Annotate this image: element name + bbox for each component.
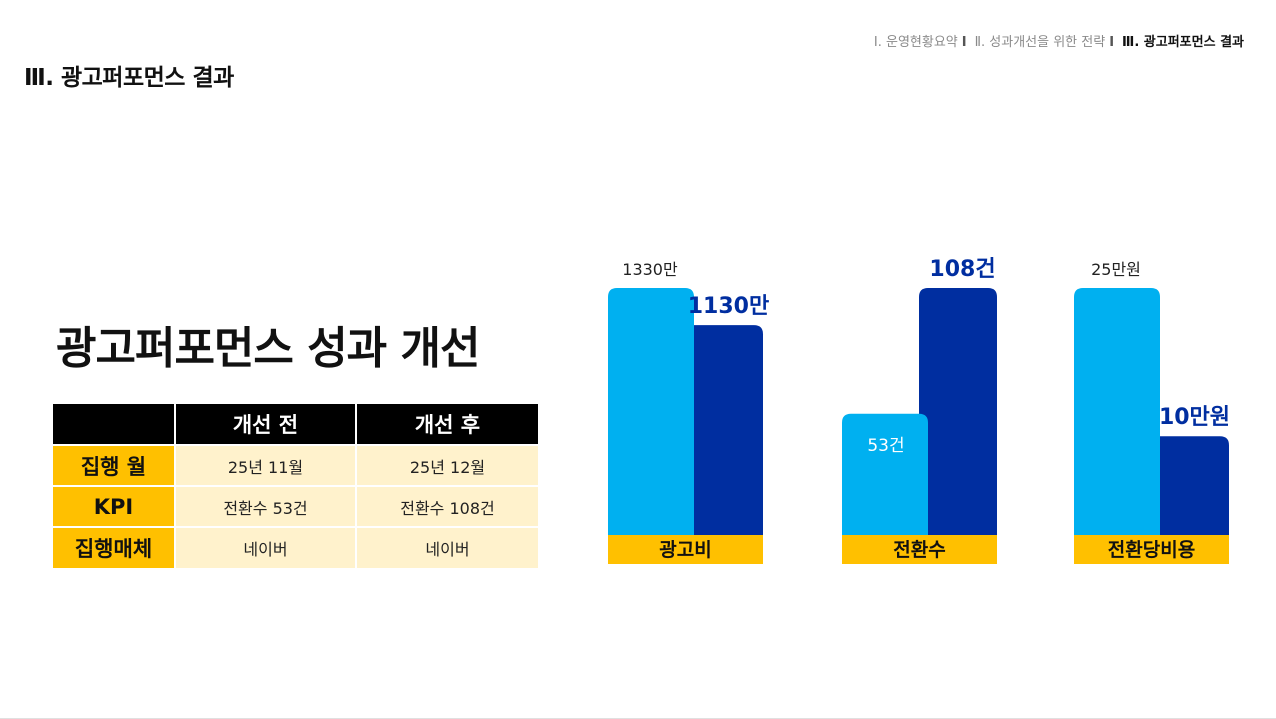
row-label: 집행 월 xyxy=(53,444,175,486)
cell-after: 전환수 108건 xyxy=(355,485,538,527)
table-header-after: 개선 후 xyxy=(356,404,538,445)
bar-before-2 xyxy=(842,413,928,535)
bar-before-3 xyxy=(1074,288,1160,535)
table-row: KPI 전환수 53건 전환수 108건 xyxy=(53,485,538,527)
section-title: Ⅲ. 광고퍼포먼스 결과 xyxy=(24,65,234,91)
breadcrumb-item-results[interactable]: Ⅲ. 광고퍼포먼스 결과 xyxy=(1122,35,1244,50)
bar-after-1 xyxy=(685,325,763,535)
table-row: 집행 월 25년 11월 25년 12월 xyxy=(53,444,538,486)
data-label-after-1: 1130만 xyxy=(688,294,769,319)
category-label-1: 광고비 xyxy=(659,539,711,561)
row-label: KPI xyxy=(53,485,175,527)
cell-before: 전환수 53건 xyxy=(174,485,356,527)
bar-after-2 xyxy=(919,288,997,535)
cell-before: 네이버 xyxy=(174,526,356,568)
data-label-before-1: 1330만 xyxy=(622,260,678,279)
cell-before: 25년 11월 xyxy=(174,444,356,486)
bar-before-1 xyxy=(608,288,694,535)
data-label-before-3: 25만원 xyxy=(1091,260,1141,279)
data-label-after-2: 108건 xyxy=(929,257,995,282)
table-row: 집행매체 네이버 네이버 xyxy=(53,526,538,568)
comparison-table: 개선 전 개선 후 집행 월 25년 11월 25년 12월 KPI 전환수 5… xyxy=(53,404,538,568)
category-band-3 xyxy=(1074,535,1229,564)
data-label-before-2: 53건 xyxy=(867,436,904,456)
category-band-2 xyxy=(842,535,997,564)
table-header-empty xyxy=(53,404,176,445)
category-label-3: 전환당비용 xyxy=(1108,539,1195,561)
breadcrumb-separator: I xyxy=(1109,35,1115,50)
row-label: 집행매체 xyxy=(53,526,175,568)
breadcrumb-separator: I xyxy=(961,35,967,50)
breadcrumb-item-strategy[interactable]: Ⅱ. 성과개선을 위한 전략 xyxy=(974,35,1106,50)
cell-after: 25년 12월 xyxy=(355,444,538,486)
breadcrumb-item-summary[interactable]: Ⅰ. 운영현황요약 xyxy=(873,35,958,50)
category-band-1 xyxy=(608,535,763,564)
bar-after-3 xyxy=(1151,436,1229,535)
table-header-row: 개선 전 개선 후 xyxy=(53,404,538,445)
table-header-before: 개선 전 xyxy=(175,404,357,445)
data-label-after-3: 10만원 xyxy=(1159,405,1230,430)
breadcrumb: Ⅰ. 운영현황요약 I Ⅱ. 성과개선을 위한 전략 I Ⅲ. 광고퍼포먼스 결과 xyxy=(874,31,1244,50)
cell-after: 네이버 xyxy=(355,526,538,568)
category-label-2: 전환수 xyxy=(893,539,945,561)
page-title: 광고퍼포먼스 성과 개선 xyxy=(56,323,480,374)
